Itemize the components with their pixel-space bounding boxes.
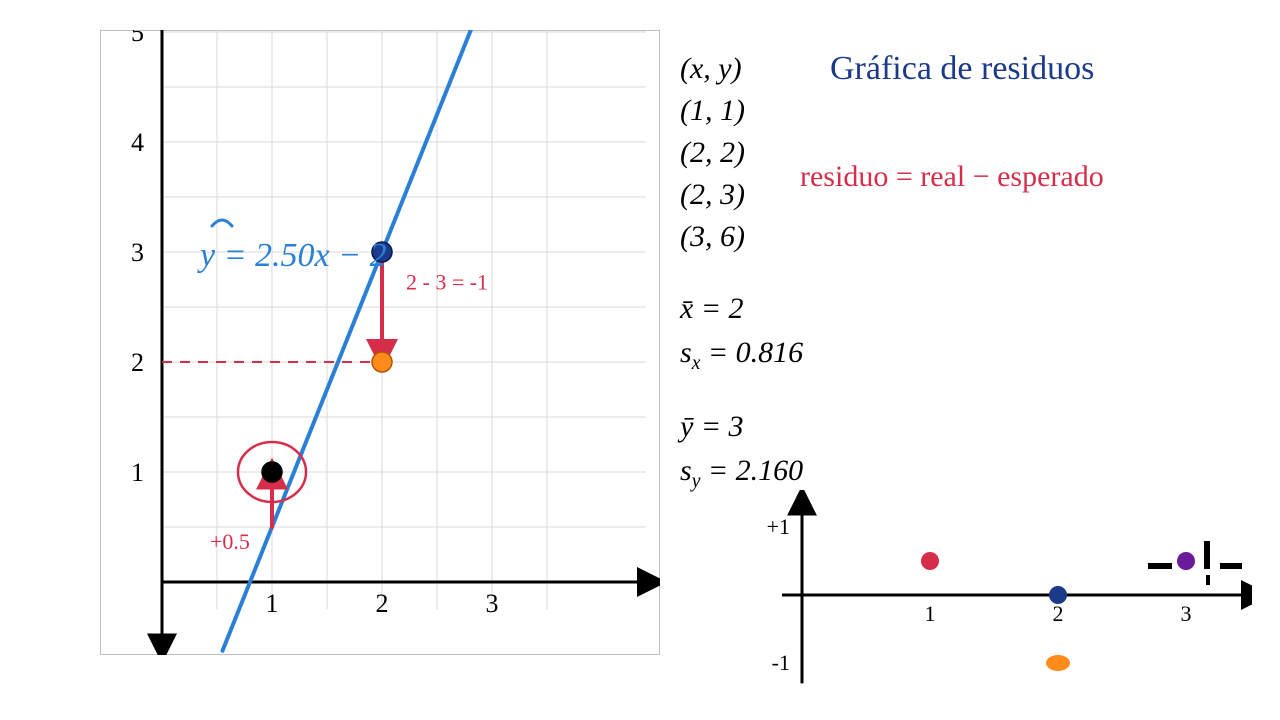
svg-text:5: 5 <box>131 30 144 47</box>
svg-text:2: 2 <box>131 348 144 377</box>
svg-text:y = 2.50x − 2: y = 2.50x − 2 <box>197 237 387 274</box>
data-list-row: (2, 3) <box>680 174 745 216</box>
svg-text:2: 2 <box>1053 601 1064 626</box>
svg-text:1: 1 <box>266 589 279 618</box>
page: 123123456+0.52 - 3 = -1+0.5y = 2.50x − 2… <box>0 0 1280 720</box>
data-list-header: (x, y) <box>680 48 745 90</box>
residual-chart: 1 2 3 +1 -1 <box>752 490 1252 700</box>
statistics-block: x̄ = 2sx = 0.816ȳ = 3sy = 2.160 <box>680 292 803 498</box>
svg-text:+1: +1 <box>767 514 790 539</box>
data-list-row: (1, 1) <box>680 90 745 132</box>
stat-line: x̄ = 2 <box>680 292 803 336</box>
residual-annotation: +0.5 <box>210 529 250 554</box>
regression-equation: y = 2.50x − 2 <box>197 220 387 274</box>
svg-text:1: 1 <box>925 601 936 626</box>
svg-text:4: 4 <box>131 128 144 157</box>
residual-plot-title: Gráfica de residuos <box>830 50 1094 88</box>
svg-text:1: 1 <box>131 458 144 487</box>
svg-text:-1: -1 <box>772 650 790 675</box>
data-list-row: (2, 2) <box>680 132 745 174</box>
stat-line: sx = 0.816 <box>680 336 803 380</box>
stat-line: ȳ = 3 <box>680 410 803 454</box>
residual-annotation: 2 - 3 = -1 <box>406 270 488 295</box>
main-chart: 123123456+0.52 - 3 = -1+0.5y = 2.50x − 2 <box>100 30 660 655</box>
data-list-row: (3, 6) <box>680 216 745 258</box>
data-points-list: (x, y)(1, 1)(2, 2)(2, 3)(3, 6) <box>680 48 745 258</box>
residual-formula: residuo = real − esperado <box>800 160 1104 194</box>
svg-text:3: 3 <box>1181 601 1192 626</box>
svg-text:3: 3 <box>486 589 499 618</box>
svg-text:3: 3 <box>131 238 144 267</box>
svg-text:2: 2 <box>376 589 389 618</box>
